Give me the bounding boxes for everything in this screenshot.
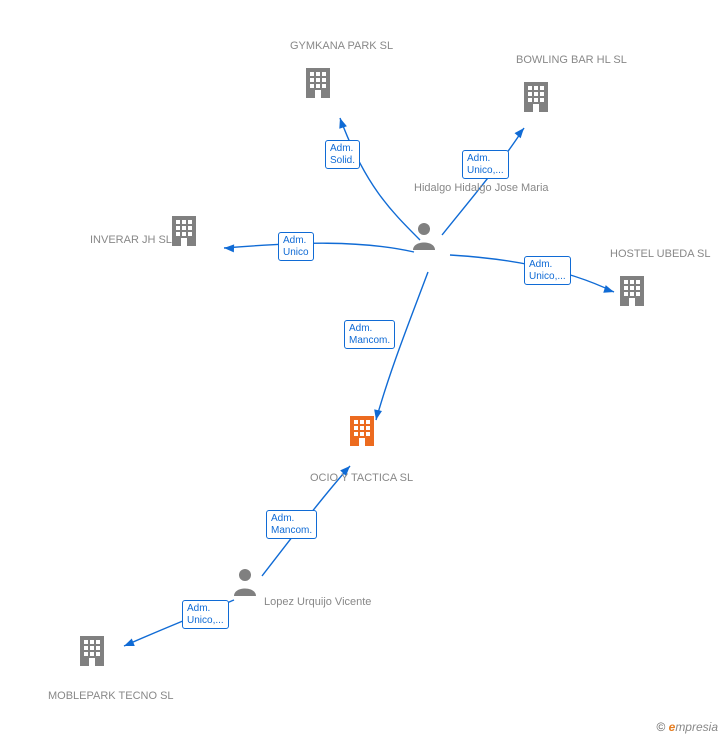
node-label: MOBLEPARK TECNO SL xyxy=(48,690,174,702)
node-label: HOSTEL UBEDA SL xyxy=(610,248,710,260)
edge-label: Adm. Solid. xyxy=(325,140,360,169)
footer: © empresia xyxy=(656,720,718,734)
edge-label: Adm. Unico xyxy=(278,232,314,261)
node-label: GYMKANA PARK SL xyxy=(290,40,393,52)
node-label: Lopez Urquijo Vicente xyxy=(264,596,371,608)
edge-label: Adm. Mancom. xyxy=(344,320,395,349)
building-icon xyxy=(300,64,336,105)
node-label: INVERAR JH SL xyxy=(90,234,172,246)
person-icon xyxy=(230,566,260,601)
arrowhead-icon xyxy=(224,244,234,252)
brand-rest: mpresia xyxy=(675,720,718,734)
arrowhead-icon xyxy=(336,117,347,129)
arrowhead-icon xyxy=(515,125,528,138)
node-label: BOWLING BAR HL SL xyxy=(516,54,627,66)
building-icon xyxy=(344,412,380,453)
person-icon xyxy=(409,220,439,255)
edge-h-inverar xyxy=(224,243,414,252)
building-icon xyxy=(614,272,650,313)
edge-label: Adm. Unico,... xyxy=(462,150,509,179)
building-icon xyxy=(166,212,202,253)
edge-label: Adm. Mancom. xyxy=(266,510,317,539)
edge-h-gymkana xyxy=(340,118,420,240)
building-icon xyxy=(518,78,554,119)
node-label: Hidalgo Hidalgo Jose Maria xyxy=(414,182,549,194)
edge-label: Adm. Unico,... xyxy=(182,600,229,629)
edges-layer xyxy=(0,0,728,740)
node-label: OCIO Y TACTICA SL xyxy=(310,472,413,484)
edge-label: Adm. Unico,... xyxy=(524,256,571,285)
building-icon xyxy=(74,632,110,673)
arrowhead-icon xyxy=(123,639,135,650)
copyright-symbol: © xyxy=(656,720,665,734)
